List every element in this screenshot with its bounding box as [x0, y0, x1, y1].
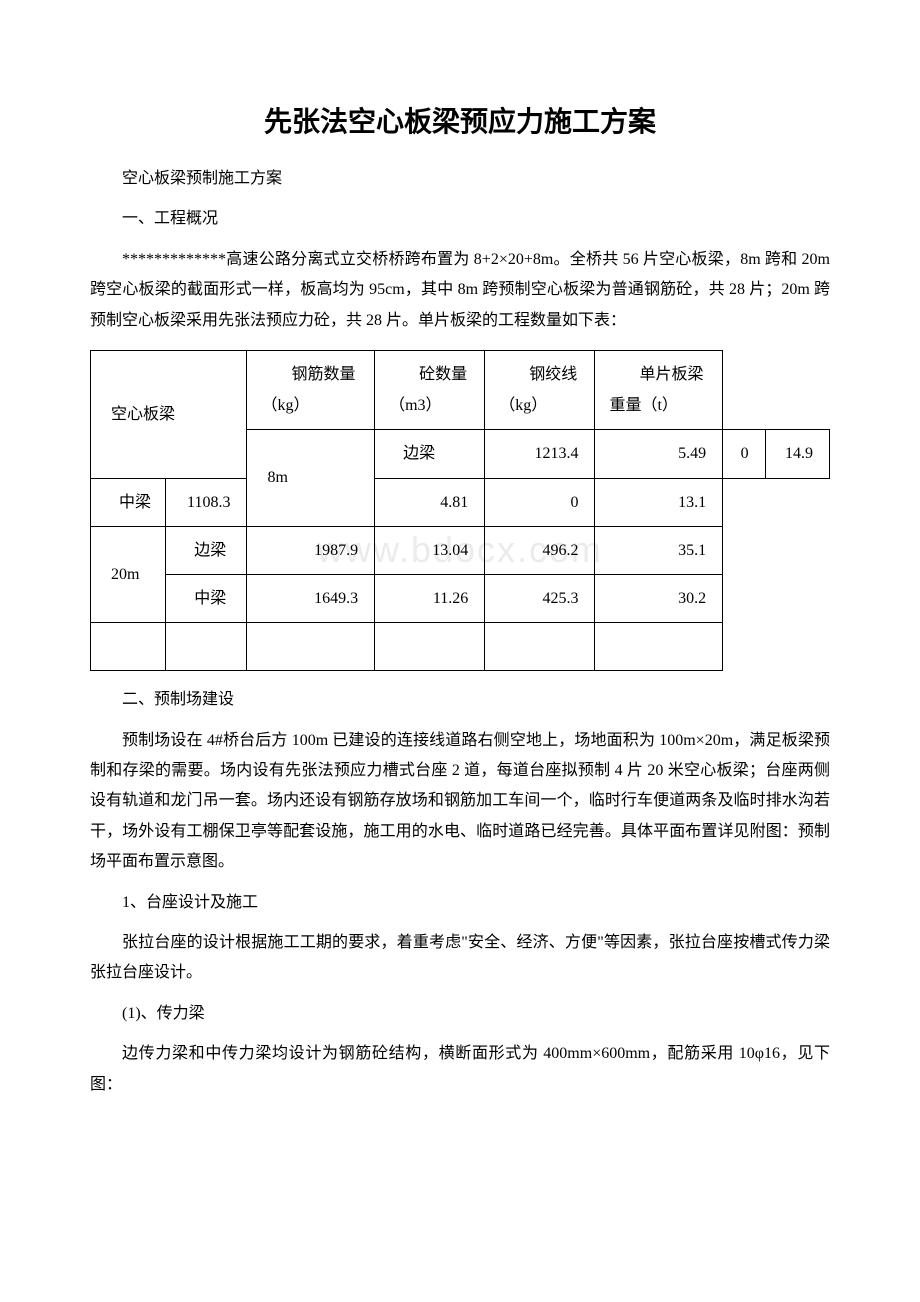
cell-strand: 496.2: [485, 526, 595, 574]
cell-rebar: 1987.9: [247, 526, 375, 574]
subsection-item: (1)、传力梁: [90, 999, 830, 1029]
cell-strand: 0: [723, 430, 766, 478]
cell-concrete: 5.49: [595, 430, 723, 478]
paragraph-overview: *************高速公路分离式立交桥桥跨布置为 8+2×20+8m。全…: [90, 245, 830, 336]
section-heading-1: 一、工程概况: [90, 204, 830, 234]
table-header-row: 空心板梁 钢筋数量 （kg） 砼数量 （m3） 钢绞线 （kg）: [91, 350, 830, 429]
cell-rebar: 1649.3: [247, 574, 375, 622]
section-heading-2: 二、预制场建设: [90, 685, 830, 715]
table-header-weight: 单片板梁 重量（t）: [595, 350, 723, 429]
cell-concrete: 4.81: [375, 478, 485, 526]
quantity-table: 空心板梁 钢筋数量 （kg） 砼数量 （m3） 钢绞线 （kg）: [90, 350, 830, 671]
paragraph-subtitle: 空心板梁预制施工方案: [90, 164, 830, 194]
table-header-beam: 空心板梁: [91, 350, 247, 478]
cell-weight: 14.9: [765, 430, 829, 478]
cell-concrete: 11.26: [375, 574, 485, 622]
cell-rebar: 1108.3: [166, 478, 247, 526]
cell-type: 边梁: [375, 430, 485, 478]
table-row-empty: [91, 623, 830, 671]
document-page: 先张法空心板梁预应力施工方案 空心板梁预制施工方案 一、工程概况 *******…: [0, 0, 920, 1170]
cell-weight: 30.2: [595, 574, 723, 622]
subsection-heading: 1、台座设计及施工: [90, 888, 830, 918]
table-header-rebar: 钢筋数量 （kg）: [247, 350, 375, 429]
cell-type: 中梁: [91, 478, 166, 526]
paragraph-beam: 边传力梁和中传力梁均设计为钢筋砼结构，横断面形式为 400mm×600mm，配筋…: [90, 1039, 830, 1100]
cell-strand: 425.3: [485, 574, 595, 622]
cell-type: 边梁: [166, 526, 247, 574]
cell-weight: 35.1: [595, 526, 723, 574]
cell-span: 8m: [247, 430, 375, 526]
cell-type: 中梁: [166, 574, 247, 622]
table-row: 中梁 1108.3 4.81 0 13.1: [91, 478, 830, 526]
table-header-concrete: 砼数量 （m3）: [375, 350, 485, 429]
cell-strand: 0: [485, 478, 595, 526]
table-header-strand: 钢绞线 （kg）: [485, 350, 595, 429]
cell-span: 20m: [91, 526, 166, 622]
paragraph-yard: 预制场设在 4#桥台后方 100m 已建设的连接线道路右侧空地上，场地面积为 1…: [90, 726, 830, 878]
cell-weight: 13.1: [595, 478, 723, 526]
table-row: 中梁 1649.3 11.26 425.3 30.2: [91, 574, 830, 622]
table-row: 20m 边梁 1987.9 13.04 496.2 35.1: [91, 526, 830, 574]
cell-rebar: 1213.4: [485, 430, 595, 478]
document-title: 先张法空心板梁预应力施工方案: [90, 100, 830, 140]
cell-concrete: 13.04: [375, 526, 485, 574]
paragraph-pedestal: 张拉台座的设计根据施工工期的要求，着重考虑"安全、经济、方便"等因素，张拉台座按…: [90, 928, 830, 989]
